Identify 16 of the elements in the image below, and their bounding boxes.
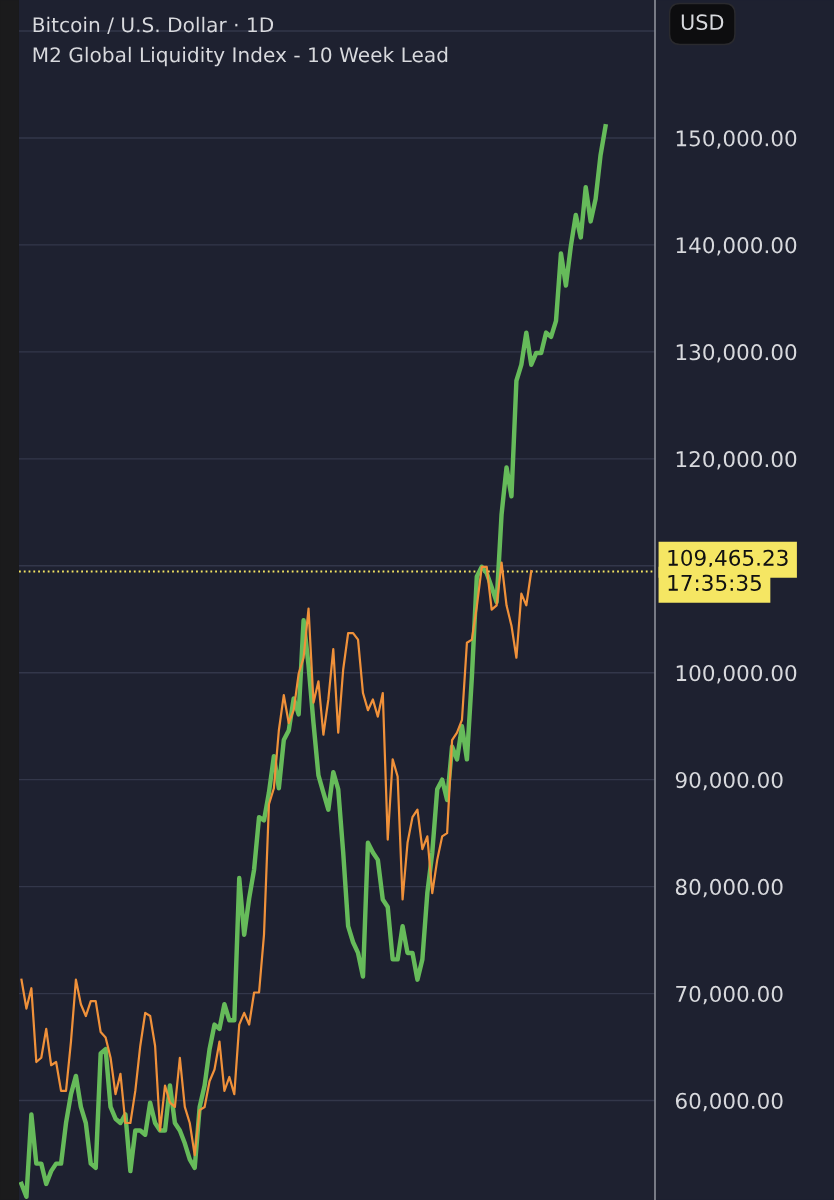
line-series — [20, 561, 533, 1157]
y-tick-label: 60,000.00 — [675, 1092, 783, 1112]
text: M2 Global Liquidity Index - 10 Week Lead — [33, 46, 448, 67]
line-series — [19, 123, 608, 1200]
text: Bitcoin / U.S. Dollar · 1D — [33, 16, 274, 34]
y-tick-label: 140,000.00 — [676, 237, 797, 256]
ref-line-label: 109,465.23 — [668, 549, 788, 569]
y-tick-label: 100,000.00 — [676, 664, 797, 684]
y-tick-label: 80,000.00 — [675, 878, 783, 898]
text: 17:35:35 — [668, 574, 761, 591]
y-tick-label: 130,000.00 — [676, 344, 797, 363]
text: USD — [681, 14, 724, 31]
y-tick-label: 120,000.00 — [676, 451, 797, 470]
y-tick-label: 90,000.00 — [675, 771, 783, 791]
y-tick-label: 70,000.00 — [676, 985, 783, 1005]
y-tick-label: 150,000.00 — [676, 130, 797, 149]
